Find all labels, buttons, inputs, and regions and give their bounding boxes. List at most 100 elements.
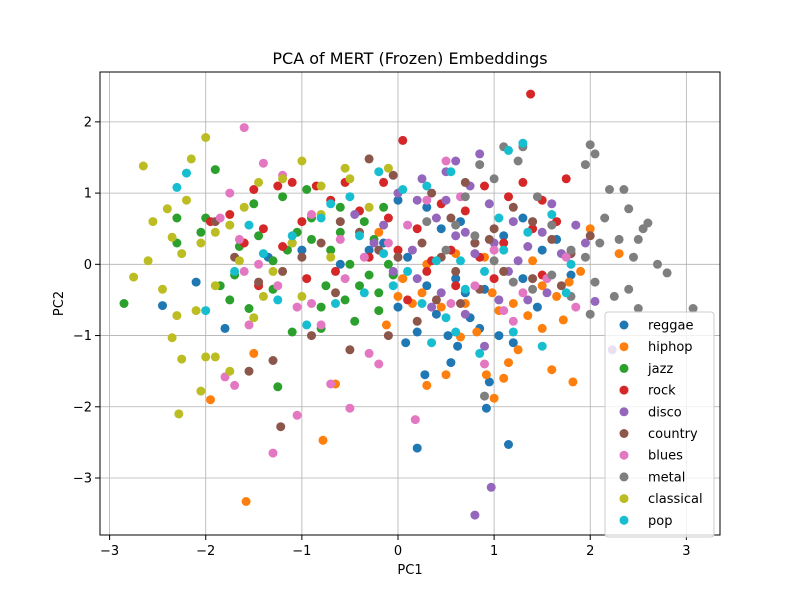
- series-reggae: [158, 195, 576, 453]
- point-blues: [410, 415, 420, 425]
- point-blues: [480, 359, 489, 369]
- legend-label-hiphop: hiphop: [648, 340, 693, 355]
- point-disco: [523, 295, 533, 305]
- point-rock: [422, 266, 432, 276]
- point-rock: [412, 224, 422, 234]
- point-reggae: [403, 252, 413, 262]
- point-blues: [230, 380, 240, 390]
- point-rock: [403, 295, 413, 305]
- point-disco: [480, 341, 489, 351]
- point-disco: [441, 195, 451, 205]
- point-pop: [374, 167, 384, 177]
- point-rock: [278, 242, 288, 251]
- point-hiphop: [528, 256, 538, 266]
- point-classical: [254, 177, 264, 187]
- point-blues: [422, 195, 432, 205]
- point-disco: [470, 249, 480, 259]
- point-metal: [688, 304, 698, 313]
- point-jazz: [268, 256, 278, 266]
- point-disco: [412, 274, 422, 284]
- point-jazz: [335, 202, 345, 212]
- point-disco: [427, 302, 437, 312]
- point-pop: [379, 249, 389, 259]
- point-classical: [345, 174, 355, 184]
- point-disco: [460, 227, 470, 237]
- x-axis-label: PC1: [397, 563, 422, 578]
- point-country: [364, 154, 374, 164]
- point-disco: [407, 245, 417, 255]
- point-country: [508, 202, 518, 212]
- point-pop: [273, 295, 283, 305]
- point-classical: [148, 217, 158, 227]
- point-classical: [340, 163, 350, 173]
- point-metal: [580, 160, 590, 170]
- point-blues: [292, 302, 302, 312]
- legend-label-classical: classical: [648, 492, 703, 507]
- point-pop: [403, 266, 413, 276]
- point-disco: [451, 156, 461, 166]
- point-pop: [494, 213, 504, 223]
- point-classical: [297, 291, 307, 301]
- point-blues: [364, 348, 374, 358]
- point-pop: [475, 348, 485, 358]
- point-country: [335, 217, 345, 227]
- y-axis-label: PC2: [52, 291, 67, 316]
- point-reggae: [412, 443, 422, 453]
- point-blues: [316, 320, 326, 330]
- point-pop: [331, 299, 340, 308]
- point-country: [489, 224, 499, 234]
- point-disco: [436, 288, 446, 298]
- point-reggae: [412, 327, 422, 337]
- point-pop: [355, 231, 364, 241]
- point-metal: [590, 149, 600, 159]
- point-rock: [225, 210, 235, 219]
- point-classical: [364, 202, 374, 212]
- point-classical: [278, 174, 288, 184]
- point-metal: [662, 268, 672, 278]
- y-tick-label: 1: [84, 187, 92, 202]
- point-pop: [172, 182, 182, 192]
- point-metal: [590, 277, 600, 287]
- point-blues: [571, 302, 581, 312]
- point-jazz: [287, 327, 297, 337]
- point-disco: [513, 256, 523, 266]
- point-metal: [508, 277, 518, 287]
- point-metal: [480, 391, 489, 401]
- legend-marker-metal: [619, 472, 629, 482]
- point-blues: [383, 238, 393, 248]
- point-classical: [196, 238, 206, 248]
- y-tick-label: −1: [73, 329, 92, 344]
- point-rock: [526, 89, 536, 99]
- point-country: [528, 274, 538, 284]
- point-pop: [417, 299, 427, 308]
- point-pop: [182, 168, 191, 178]
- point-pop: [441, 313, 451, 323]
- point-reggae: [436, 224, 446, 234]
- point-pop: [359, 288, 369, 298]
- point-disco: [417, 174, 427, 184]
- point-pop: [427, 338, 437, 348]
- point-blues: [345, 403, 355, 413]
- point-reggae: [335, 259, 345, 269]
- point-metal: [595, 238, 605, 248]
- point-jazz: [374, 288, 384, 298]
- point-rock: [379, 177, 389, 187]
- point-metal: [528, 284, 538, 294]
- point-hiphop: [487, 288, 497, 298]
- point-metal: [633, 234, 643, 244]
- point-reggae: [297, 245, 307, 255]
- point-reggae: [443, 331, 453, 341]
- point-disco: [350, 210, 360, 219]
- point-rock: [273, 181, 283, 191]
- point-jazz: [374, 306, 384, 316]
- point-country: [345, 345, 355, 355]
- point-country: [331, 288, 340, 298]
- point-country: [297, 252, 307, 262]
- point-metal: [547, 270, 557, 280]
- point-blues: [470, 281, 480, 291]
- point-hiphop: [537, 281, 547, 291]
- point-hiphop: [508, 299, 518, 308]
- point-disco: [580, 238, 590, 248]
- point-classical: [268, 266, 278, 276]
- point-jazz: [225, 295, 235, 305]
